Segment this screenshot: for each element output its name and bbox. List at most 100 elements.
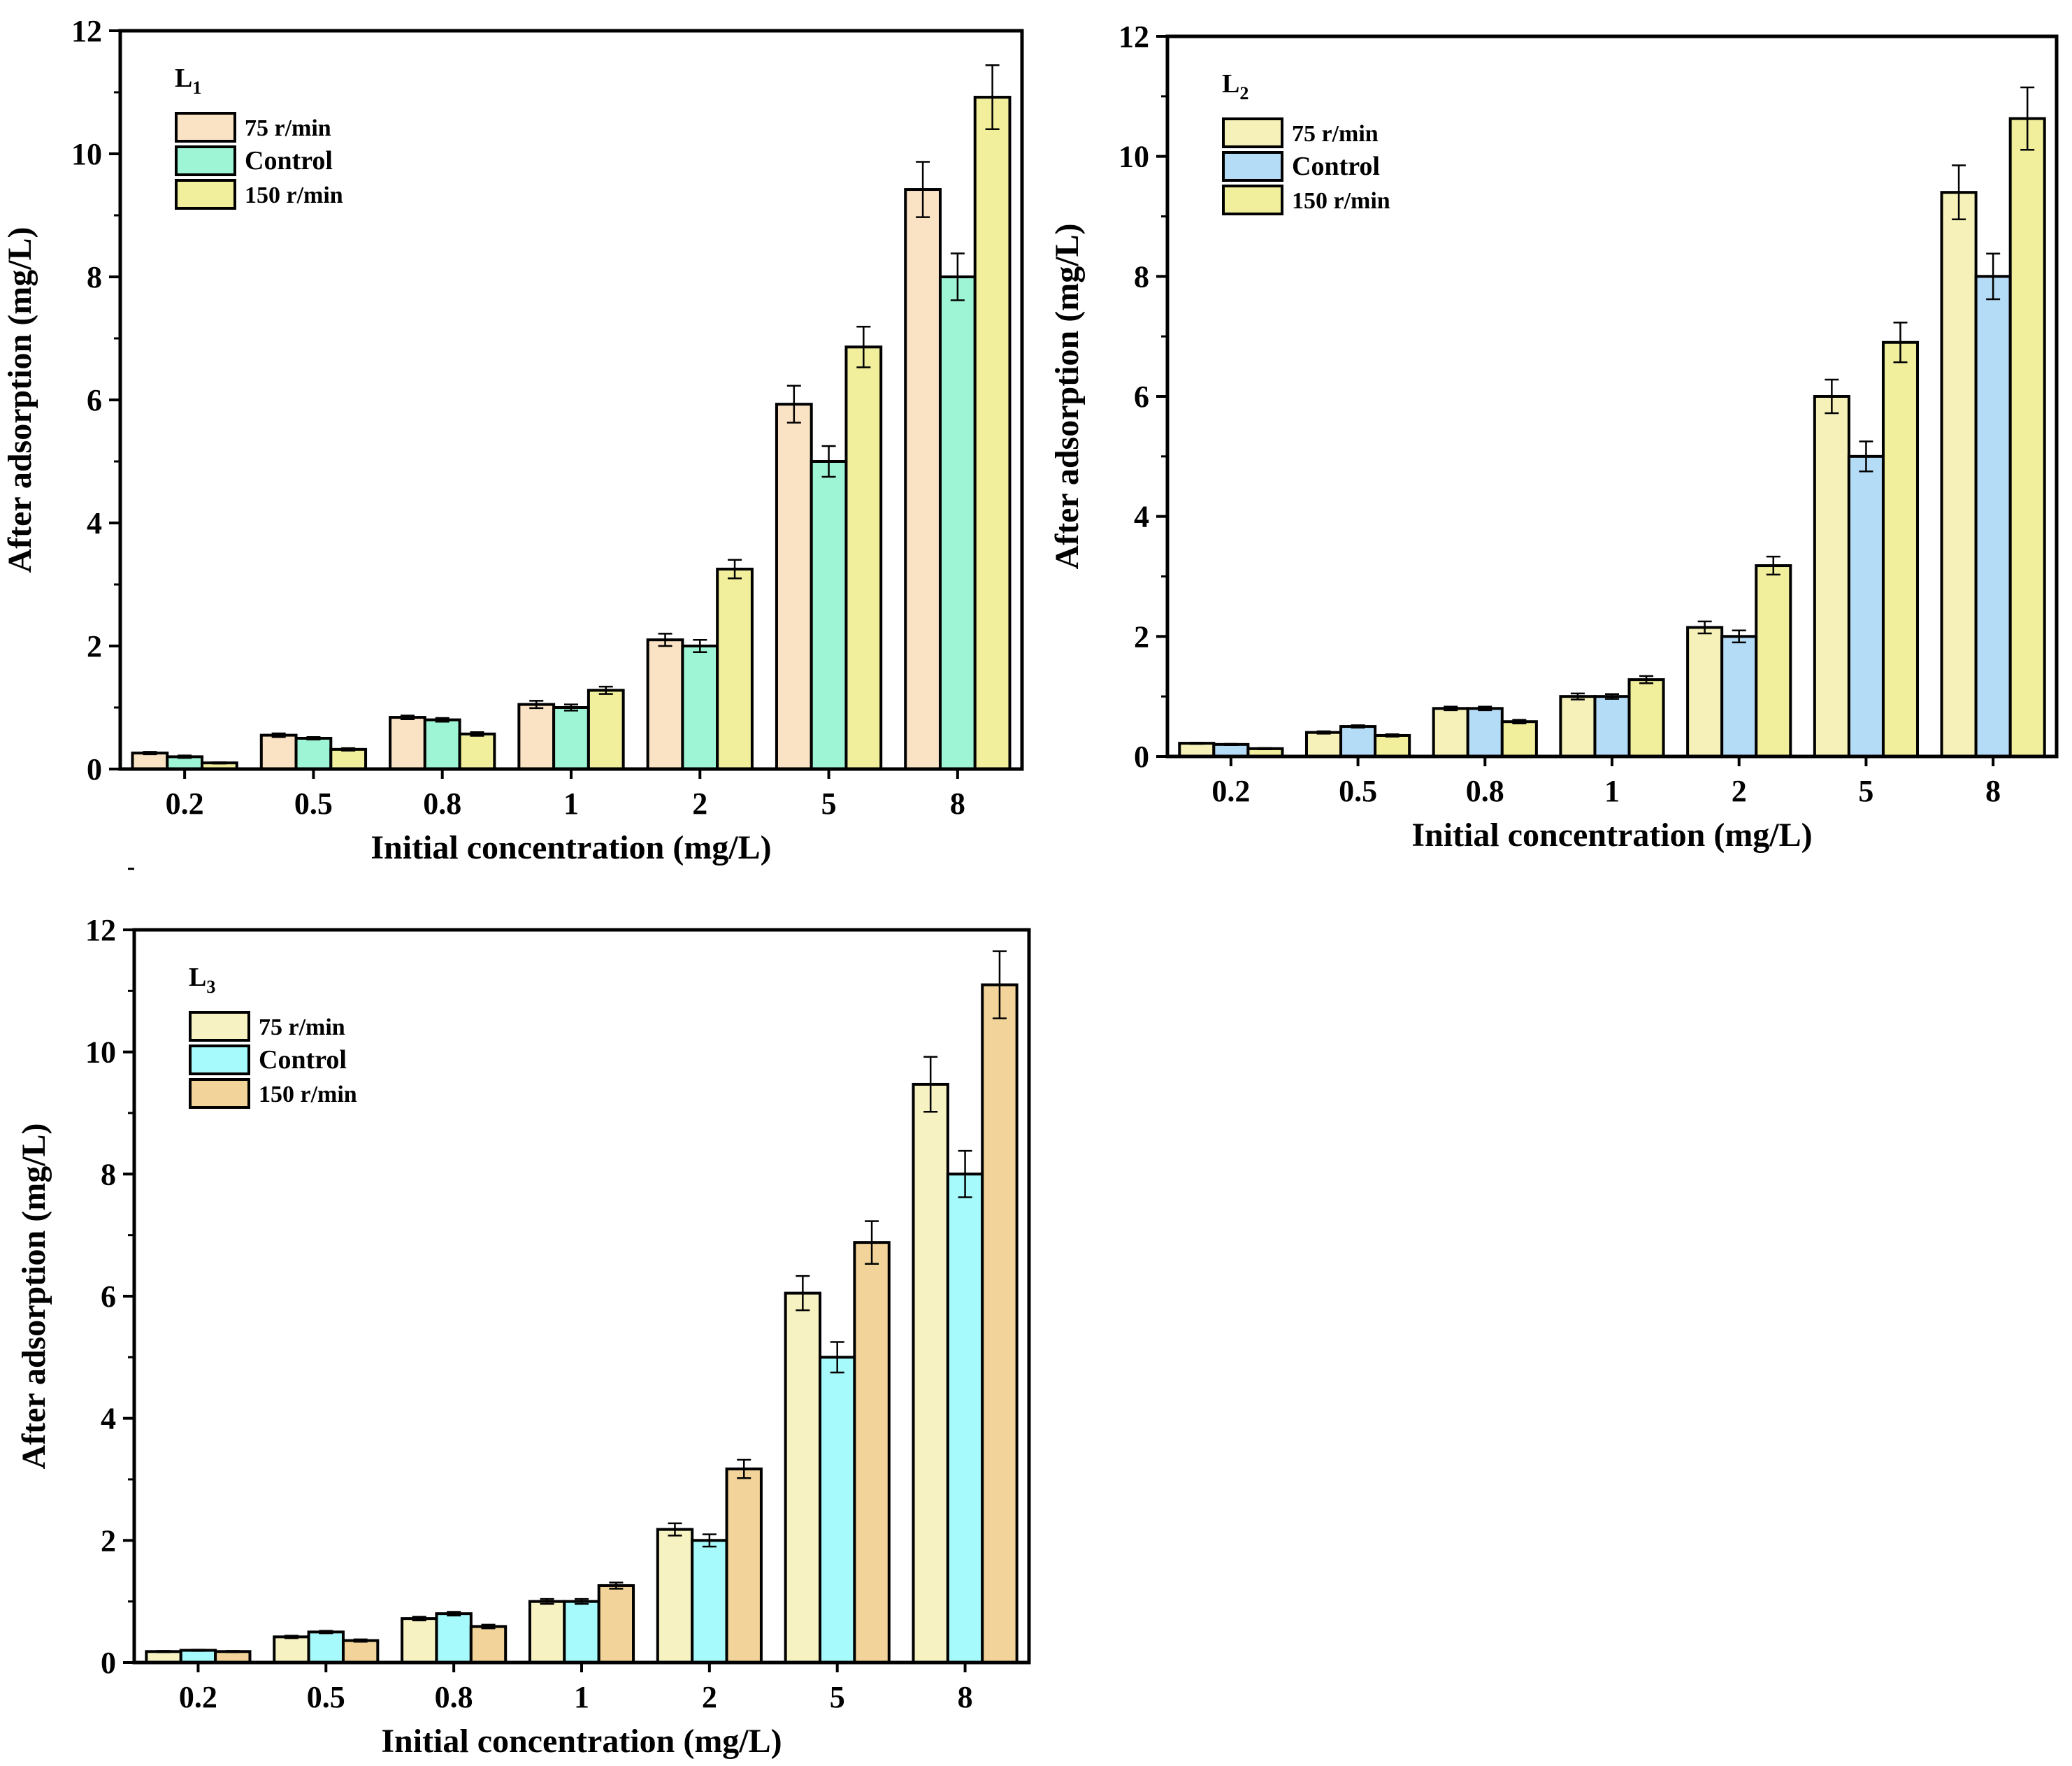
bar-series0-cat3 — [517, 703, 556, 770]
legend-label-series2: 150 r/min — [1292, 188, 1390, 214]
bar-series0-cat1 — [273, 1635, 310, 1664]
bar-series1-cat1 — [1339, 725, 1377, 759]
bar-series1-cat5 — [819, 1356, 856, 1664]
x-tick-label: 0.8 — [435, 1680, 473, 1714]
y-tick-label: 12 — [71, 14, 102, 48]
bar-series2-cat2 — [1500, 720, 1538, 759]
bar-series0-cat2 — [401, 1617, 438, 1664]
bar-series1-cat0 — [1212, 742, 1250, 759]
legend-swatch-series1 — [1222, 151, 1283, 182]
bar-series2-cat5 — [1881, 340, 1920, 758]
x-tick-label: 0.2 — [1211, 774, 1250, 808]
bar-series1-cat1 — [307, 1630, 345, 1665]
bar-series0-cat5 — [1813, 395, 1850, 758]
bar-series2-cat1 — [329, 747, 368, 770]
bar-series2-cat4 — [725, 1467, 763, 1664]
legend-swatch-series1 — [175, 145, 236, 176]
bar-series2-cat3 — [597, 1584, 635, 1665]
panel-label-letter: L — [189, 963, 206, 992]
panel-label: L1 — [175, 64, 201, 98]
y-tick-label: 10 — [71, 137, 102, 171]
bar-series2-cat6 — [2008, 117, 2046, 758]
y-axis-title: After adsorption (mg/L) — [1049, 223, 1086, 569]
x-tick-label: 0.2 — [179, 1680, 217, 1714]
bar-series0-cat6 — [904, 188, 942, 771]
panel-label-subscript: 1 — [192, 78, 201, 98]
y-tick-label: 6 — [101, 1279, 116, 1314]
y-tick-label: 12 — [1118, 20, 1149, 54]
bar-series1-cat4 — [1720, 635, 1758, 758]
bar-series2-cat6 — [981, 983, 1019, 1665]
bar-series0-cat0 — [1178, 742, 1216, 759]
bar-series1-cat3 — [563, 1600, 600, 1665]
y-tick-label: 4 — [1134, 500, 1149, 534]
bar-series0-cat4 — [1686, 626, 1724, 758]
legend-swatch-series1 — [189, 1044, 250, 1075]
x-tick-label: 8 — [958, 1680, 973, 1714]
bar-series1-cat6 — [946, 1172, 984, 1665]
x-tick-label: 0.8 — [423, 787, 461, 821]
bar-series2-cat5 — [844, 345, 883, 770]
legend-label-series1: Control — [259, 1045, 347, 1075]
bar-series2-cat2 — [458, 732, 496, 770]
bar-series1-cat2 — [1466, 707, 1504, 758]
y-tick-label: 10 — [1118, 140, 1149, 174]
legend-swatch-series0 — [175, 112, 236, 143]
bar-series1-cat0 — [179, 1649, 217, 1664]
y-tick-label: 2 — [1134, 619, 1149, 654]
x-tick-label: 1 — [574, 1680, 589, 1714]
legend-label-series0: 75 r/min — [1292, 121, 1379, 147]
bar-series2-cat1 — [1374, 733, 1411, 759]
legend-swatch-series2 — [1222, 185, 1283, 215]
bar-series2-cat1 — [341, 1639, 380, 1665]
x-tick-label: 1 — [563, 787, 579, 821]
y-tick-label: 8 — [1134, 259, 1149, 294]
legend-swatch-series0 — [189, 1011, 250, 1042]
y-tick-label: 6 — [87, 383, 102, 417]
bar-series0-cat0 — [131, 752, 169, 770]
x-tick-label: 0.5 — [294, 787, 333, 821]
y-tick-label: 2 — [87, 629, 102, 663]
bar-series0-cat5 — [784, 1291, 822, 1664]
legend-label-series2: 150 r/min — [259, 1082, 357, 1107]
y-tick-label: 4 — [87, 506, 102, 540]
bar-series1-cat2 — [423, 718, 461, 770]
x-axis-title: Initial concentration (mg/L) — [381, 1723, 782, 1760]
bar-series0-cat5 — [775, 403, 813, 770]
y-tick-label: 6 — [1134, 380, 1149, 414]
y-tick-label: 4 — [101, 1402, 116, 1436]
panel-label-letter: L — [175, 64, 192, 93]
x-tick-label: 0.2 — [166, 787, 204, 821]
legend-label-series0: 75 r/min — [245, 115, 331, 141]
bar-series1-cat6 — [938, 275, 977, 770]
y-tick-label: 0 — [101, 1646, 116, 1680]
bar-series2-cat4 — [1755, 564, 1792, 758]
bar-series1-cat1 — [294, 737, 333, 770]
x-tick-label: 8 — [1985, 774, 2001, 808]
legend-swatch-series2 — [175, 179, 236, 210]
bar-series0-cat4 — [646, 638, 684, 771]
bar-series1-cat4 — [691, 1539, 728, 1664]
legend-label-series1: Control — [1292, 152, 1380, 181]
bar-series1-cat6 — [1974, 275, 2012, 759]
bar-series2-cat5 — [853, 1241, 891, 1664]
x-tick-label: 5 — [830, 1680, 845, 1714]
bar-series2-cat6 — [973, 96, 1012, 771]
y-tick-label: 10 — [85, 1035, 116, 1070]
x-tick-label: 5 — [821, 787, 837, 821]
bar-series0-cat4 — [656, 1528, 694, 1665]
bar-series0-cat3 — [1559, 695, 1597, 759]
plot-frame — [118, 29, 1024, 771]
legend-label-series1: Control — [245, 146, 333, 175]
panel-label: L2 — [1222, 69, 1249, 103]
x-axis-title: Initial concentration (mg/L) — [1411, 817, 1812, 854]
bar-series2-cat3 — [587, 689, 625, 770]
x-tick-label: 0.5 — [1339, 774, 1377, 808]
x-tick-label: 1 — [1604, 774, 1620, 808]
legend-swatch-series2 — [189, 1078, 250, 1109]
x-tick-label: 8 — [950, 787, 965, 821]
bar-series2-cat4 — [716, 568, 754, 770]
